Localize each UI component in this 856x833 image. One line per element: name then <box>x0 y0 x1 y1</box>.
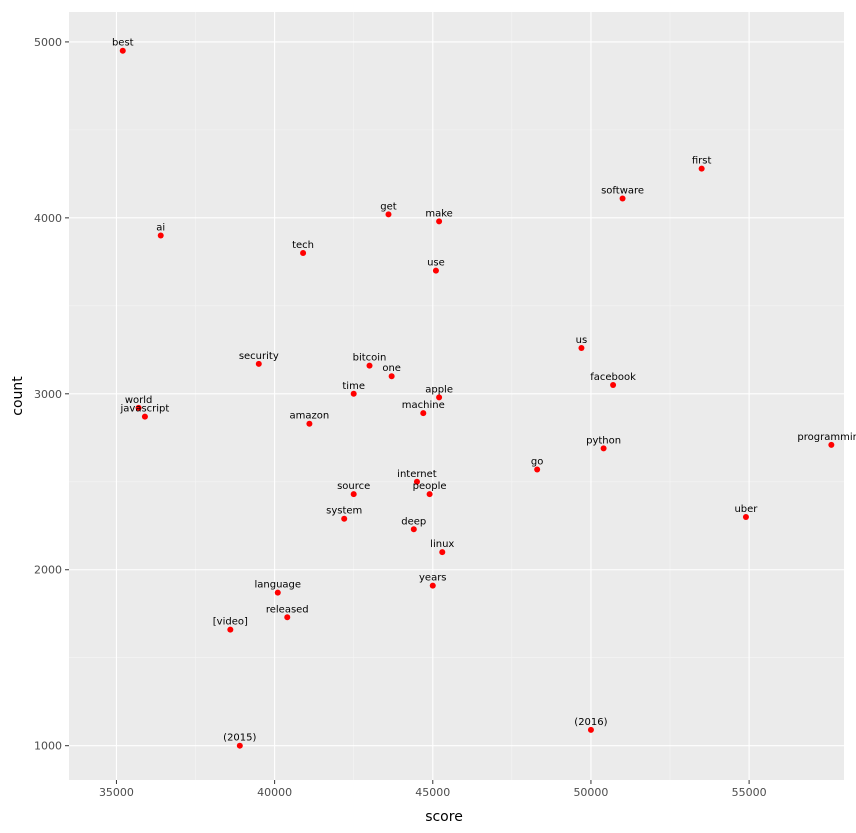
scatter-point <box>439 549 446 556</box>
scatter-point <box>300 250 307 257</box>
scatter-point <box>587 726 594 733</box>
x-tick-label: 55000 <box>732 786 767 799</box>
scatter-point <box>534 466 541 473</box>
x-tick-label: 45000 <box>415 786 450 799</box>
point-label: us <box>576 335 588 346</box>
point-label: machine <box>402 400 445 411</box>
scatter-point <box>385 211 392 218</box>
point-label: software <box>601 186 644 197</box>
point-label: language <box>254 580 301 591</box>
scatter-point <box>274 589 281 596</box>
scatter-point <box>742 513 749 520</box>
y-axis-title: count <box>10 376 26 416</box>
data-points <box>119 47 835 749</box>
x-tick-label: 50000 <box>573 786 608 799</box>
point-label: facebook <box>590 372 636 383</box>
scatter-point <box>350 491 357 498</box>
scatter-point <box>698 165 705 172</box>
scatter-point <box>366 362 373 369</box>
point-label: best <box>112 38 134 49</box>
scatter-point <box>306 420 313 427</box>
x-tick-label: 35000 <box>99 786 134 799</box>
point-label: (2016) <box>574 717 607 728</box>
x-axis-ticks: 35000 40000 45000 50000 55000 <box>99 780 767 799</box>
point-label: uber <box>734 504 758 515</box>
scatter-point <box>227 626 234 633</box>
plot-panel <box>69 12 844 780</box>
y-tick-label: 2000 <box>34 564 62 577</box>
point-label: bitcoin <box>353 353 387 364</box>
point-label: programming <box>797 432 856 443</box>
scatter-point <box>432 267 439 274</box>
point-label: ai <box>156 222 165 233</box>
x-axis-title: score <box>425 809 463 825</box>
point-label: get <box>380 201 397 212</box>
y-axis-ticks: 1000 2000 3000 4000 5000 <box>34 36 69 753</box>
y-tick-label: 4000 <box>34 212 62 225</box>
point-label: security <box>239 351 279 362</box>
scatter-point <box>413 478 420 485</box>
scatter-point <box>135 404 142 411</box>
scatter-point <box>410 526 417 533</box>
scatter-point <box>426 491 433 498</box>
scatter-point <box>436 394 443 401</box>
scatter-point <box>141 413 148 420</box>
point-label: make <box>425 208 452 219</box>
y-tick-label: 5000 <box>34 36 62 49</box>
point-label: amazon <box>290 411 330 422</box>
scatter-point <box>236 742 243 749</box>
point-label: world <box>125 395 153 406</box>
point-label: one <box>382 363 401 374</box>
scatter-point <box>119 47 126 54</box>
scatter-point <box>388 373 395 380</box>
scatter-point <box>255 360 262 367</box>
point-label: system <box>326 506 362 517</box>
point-label: go <box>531 456 543 467</box>
point-label: years <box>419 573 447 584</box>
point-label: source <box>337 481 370 492</box>
point-label: released <box>266 604 309 615</box>
y-tick-label: 1000 <box>34 740 62 753</box>
x-tick-label: 40000 <box>257 786 292 799</box>
y-tick-label: 3000 <box>34 388 62 401</box>
scatter-point <box>341 515 348 522</box>
point-label: internet <box>397 469 437 480</box>
scatter-point <box>420 410 427 417</box>
point-label: first <box>692 156 712 167</box>
scatter-point <box>619 195 626 202</box>
scatter-point <box>578 345 585 352</box>
scatter-point <box>600 445 607 452</box>
point-label: [video] <box>213 617 248 628</box>
point-label: deep <box>401 516 426 527</box>
point-label: apple <box>425 384 453 395</box>
point-label: linux <box>430 539 454 550</box>
point-label: people <box>413 481 447 492</box>
scatter-point <box>350 390 357 397</box>
major-gridlines <box>69 12 844 780</box>
point-label: (2015) <box>223 733 256 744</box>
point-label: javascript <box>120 404 170 415</box>
scatter-point <box>429 582 436 589</box>
scatter-point <box>284 614 291 621</box>
scatter-point <box>828 441 835 448</box>
scatter-point <box>436 218 443 225</box>
scatter-point <box>610 382 617 389</box>
point-labels: best first software get make ai tech use us secur… <box>112 38 856 744</box>
point-label: time <box>342 381 365 392</box>
point-label: python <box>586 435 621 446</box>
point-label: tech <box>292 240 314 251</box>
point-label: use <box>427 258 445 269</box>
scatter-point <box>157 232 164 239</box>
